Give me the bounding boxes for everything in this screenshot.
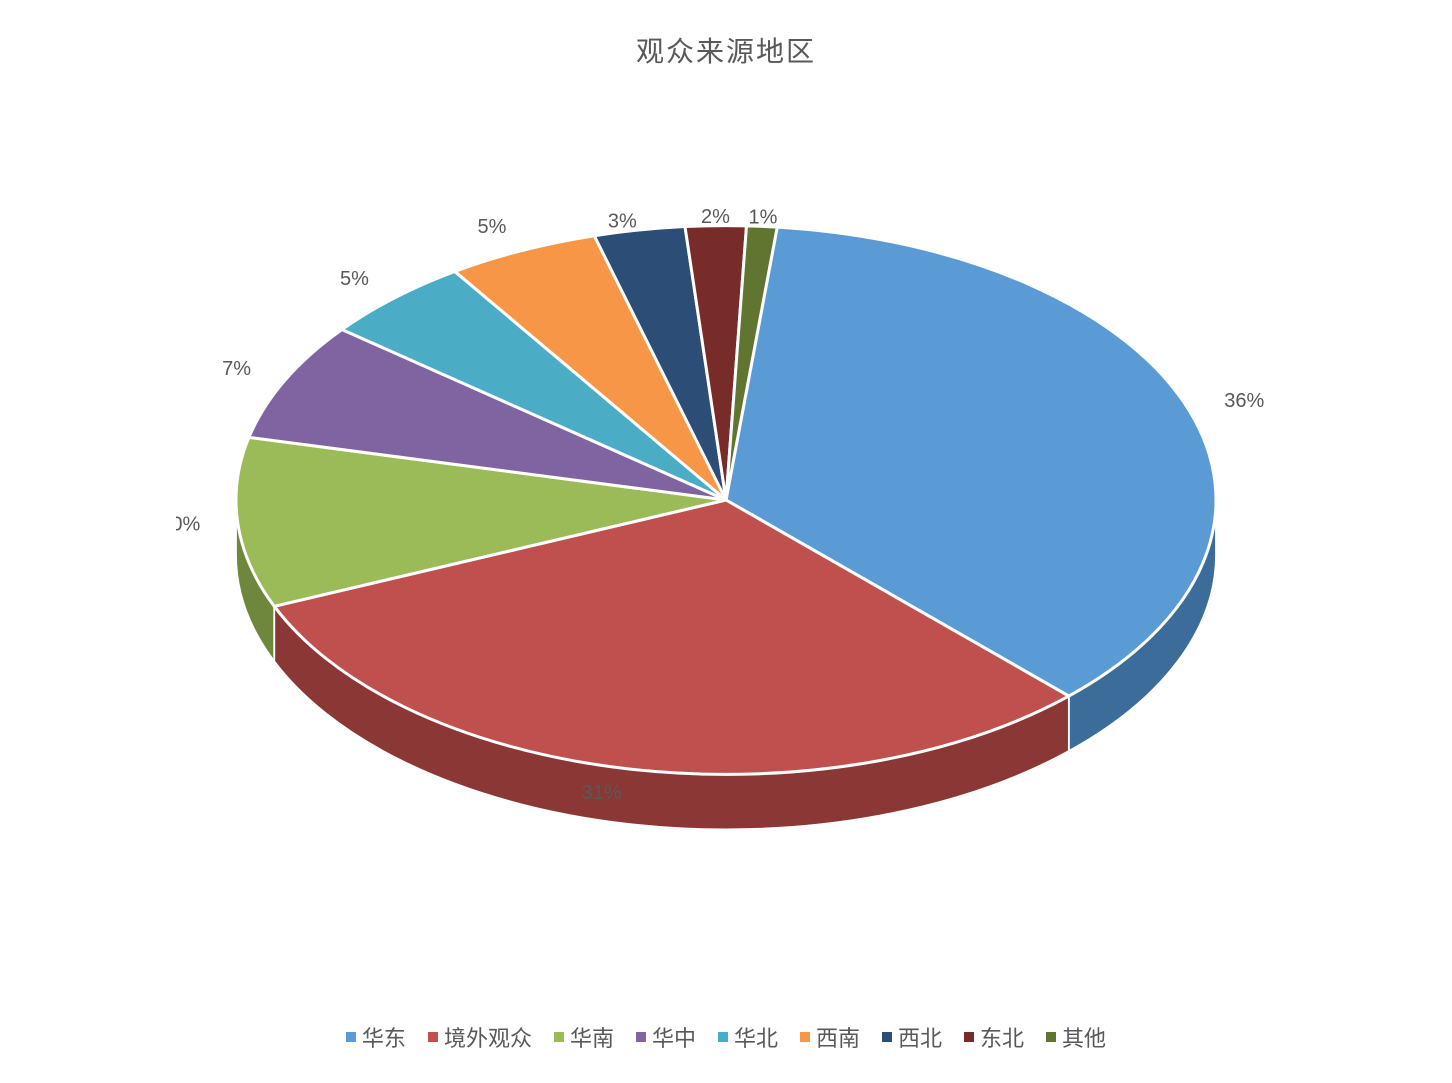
legend-item: 华北 [718, 1021, 778, 1053]
legend-label: 华北 [734, 1021, 778, 1053]
legend-item: 华中 [636, 1021, 696, 1053]
legend-marker [718, 1032, 728, 1042]
legend-item: 其他 [1046, 1021, 1106, 1053]
pie-slice-label: 2% [701, 206, 730, 228]
pie-slice-label: 5% [477, 216, 506, 238]
legend-label: 境外观众 [444, 1021, 532, 1053]
pie-svg: 36% 31% 10% 7% 5% 5% 3% 2% 1% [176, 140, 1276, 900]
legend-label: 西南 [816, 1021, 860, 1053]
legend-item: 华东 [346, 1021, 406, 1053]
pie-slice-label: 10% [176, 513, 200, 535]
legend-marker [428, 1032, 438, 1042]
legend-label: 华东 [362, 1021, 406, 1053]
legend-item: 境外观众 [428, 1021, 532, 1053]
pie-slice-label: 36% [1224, 390, 1264, 412]
legend-marker [554, 1032, 564, 1042]
legend-label: 华中 [652, 1021, 696, 1053]
legend-label: 华南 [570, 1021, 614, 1053]
legend-label: 其他 [1062, 1021, 1106, 1053]
chart-title: 观众来源地区 [0, 30, 1452, 70]
legend-label: 东北 [980, 1021, 1024, 1053]
pie-slice-label: 3% [608, 210, 637, 232]
legend-marker [346, 1032, 356, 1042]
pie-slice-label: 7% [222, 358, 251, 380]
chart-legend: 华东 境外观众 华南 华中 华北 西南 西北 东北 其他 [0, 1021, 1452, 1053]
pie-slice-label: 5% [340, 268, 369, 290]
legend-item: 华南 [554, 1021, 614, 1053]
pie-slice-label: 31% [582, 782, 622, 804]
legend-marker [1046, 1032, 1056, 1042]
legend-label: 西北 [898, 1021, 942, 1053]
legend-marker [882, 1032, 892, 1042]
legend-marker [964, 1032, 974, 1042]
legend-item: 东北 [964, 1021, 1024, 1053]
legend-marker [636, 1032, 646, 1042]
legend-item: 西北 [882, 1021, 942, 1053]
legend-marker [800, 1032, 810, 1042]
legend-item: 西南 [800, 1021, 860, 1053]
pie-slice-label: 1% [748, 207, 777, 229]
pie-chart: 36% 31% 10% 7% 5% 5% 3% 2% 1% [176, 140, 1276, 900]
